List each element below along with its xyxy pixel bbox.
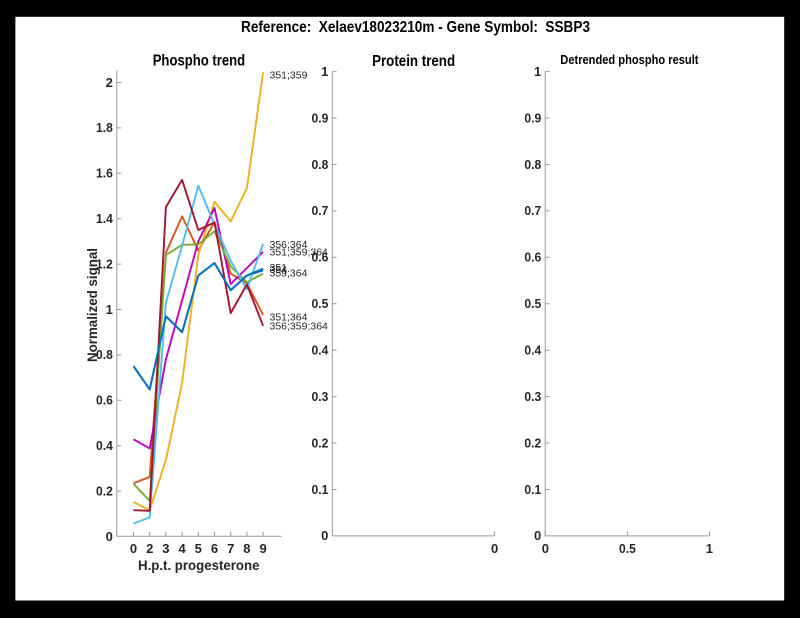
svg-text:0.7: 0.7 xyxy=(524,203,541,218)
svg-text:0.6: 0.6 xyxy=(96,393,113,408)
svg-text:0.5: 0.5 xyxy=(524,296,541,311)
svg-text:9: 9 xyxy=(259,541,266,556)
svg-text:0.8: 0.8 xyxy=(524,157,541,172)
svg-text:3: 3 xyxy=(162,541,169,556)
svg-text:2: 2 xyxy=(146,541,153,556)
svg-text:1: 1 xyxy=(534,64,541,79)
svg-text:351: 351 xyxy=(270,262,288,274)
svg-text:0: 0 xyxy=(542,541,549,556)
svg-text:Protein trend: Protein trend xyxy=(372,53,455,70)
svg-text:0.8: 0.8 xyxy=(312,157,329,172)
svg-text:356;364: 356;364 xyxy=(270,239,308,251)
svg-text:0.2: 0.2 xyxy=(96,483,113,498)
svg-text:359;364: 359;364 xyxy=(270,267,308,279)
svg-text:0: 0 xyxy=(534,528,541,543)
svg-text:2: 2 xyxy=(106,75,113,90)
svg-text:0.3: 0.3 xyxy=(312,389,329,404)
svg-text:0.6: 0.6 xyxy=(312,250,329,265)
svg-text:0.5: 0.5 xyxy=(312,296,329,311)
svg-text:6: 6 xyxy=(211,541,218,556)
svg-text:0.9: 0.9 xyxy=(312,110,329,125)
svg-text:4: 4 xyxy=(178,541,186,556)
svg-text:H.p.t. progesterone: H.p.t. progesterone xyxy=(138,557,260,573)
svg-text:0.4: 0.4 xyxy=(96,438,114,453)
svg-text:0.7: 0.7 xyxy=(312,203,329,218)
svg-text:Phospho trend: Phospho trend xyxy=(153,53,246,70)
svg-text:0.4: 0.4 xyxy=(312,343,330,358)
svg-text:0.2: 0.2 xyxy=(524,435,541,450)
svg-text:354: 354 xyxy=(270,264,288,276)
svg-text:0: 0 xyxy=(106,529,113,544)
svg-text:0: 0 xyxy=(491,541,498,556)
svg-text:1.4: 1.4 xyxy=(96,211,114,226)
svg-text:1.8: 1.8 xyxy=(96,120,113,135)
svg-text:351;359: 351;359 xyxy=(270,70,308,82)
svg-text:Detrended phospho result: Detrended phospho result xyxy=(560,53,699,67)
svg-text:0.4: 0.4 xyxy=(524,343,542,358)
svg-text:Reference: Xelaev18023210m -: Reference: Xelaev18023210m - Gene Symbol… xyxy=(241,19,590,36)
svg-text:356;359;364: 356;359;364 xyxy=(270,321,329,333)
svg-text:1: 1 xyxy=(106,302,113,317)
svg-text:0.3: 0.3 xyxy=(524,389,541,404)
svg-text:0: 0 xyxy=(321,528,328,543)
svg-text:1: 1 xyxy=(706,541,713,556)
svg-text:0.1: 0.1 xyxy=(524,482,541,497)
svg-text:5: 5 xyxy=(195,541,202,556)
svg-text:0.2: 0.2 xyxy=(312,435,329,450)
svg-text:0.6: 0.6 xyxy=(524,250,541,265)
svg-text:7: 7 xyxy=(227,541,234,556)
svg-text:Normalized signal: Normalized signal xyxy=(84,248,100,362)
svg-text:351;359;364: 351;359;364 xyxy=(270,247,329,259)
svg-text:0.9: 0.9 xyxy=(524,110,541,125)
svg-text:0.1: 0.1 xyxy=(312,482,329,497)
svg-text:1.2: 1.2 xyxy=(96,256,113,271)
svg-text:0.8: 0.8 xyxy=(96,347,113,362)
svg-text:0.5: 0.5 xyxy=(619,541,636,556)
svg-text:1: 1 xyxy=(321,64,328,79)
svg-text:0: 0 xyxy=(130,541,137,556)
svg-text:1.6: 1.6 xyxy=(96,166,113,181)
svg-text:351;364: 351;364 xyxy=(270,311,308,323)
svg-text:8: 8 xyxy=(243,541,250,556)
